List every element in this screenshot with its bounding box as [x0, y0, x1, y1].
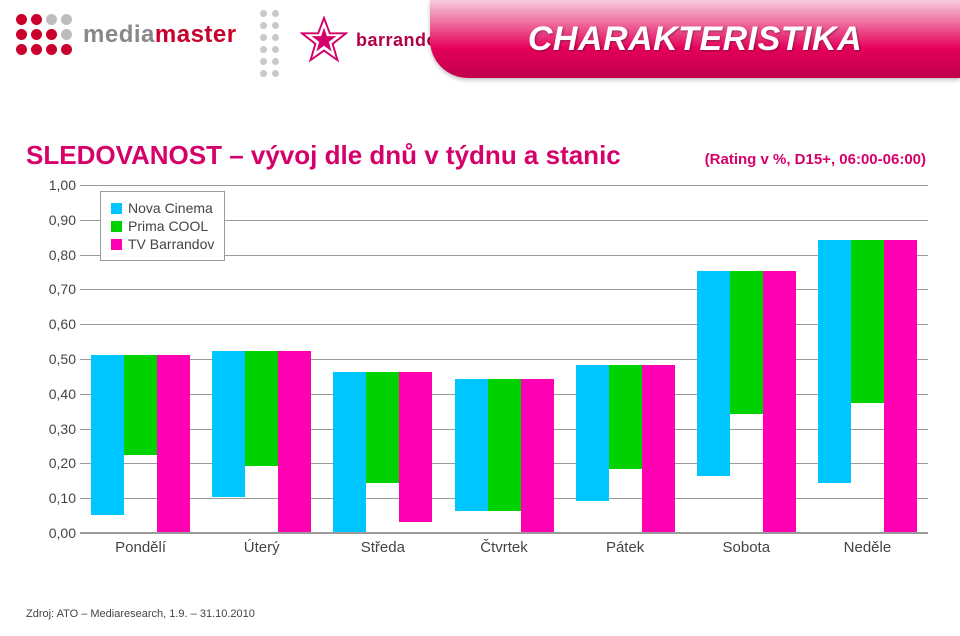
mediamaster-text: mediamaster	[83, 21, 237, 49]
bar	[609, 365, 642, 469]
mediamaster-logo: mediamaster	[16, 14, 237, 56]
y-tick-label: 0,00	[26, 525, 76, 541]
legend-label: TV Barrandov	[128, 236, 214, 252]
y-axis: 0,000,100,200,300,400,500,600,700,800,90…	[26, 185, 80, 533]
bar	[366, 372, 399, 483]
y-tick-label: 0,10	[26, 490, 76, 506]
bar	[576, 365, 609, 501]
y-tick-label: 0,80	[26, 247, 76, 263]
y-tick-label: 0,30	[26, 421, 76, 437]
x-axis: PondělíÚterýStředaČtvrtekPátekSobotaNedě…	[80, 533, 928, 565]
bar	[399, 372, 432, 522]
mediamaster-dots-icon	[16, 14, 73, 56]
legend-item: Prima COOL	[111, 218, 214, 234]
gridline	[80, 359, 928, 360]
banner: CHARAKTERISTIKA	[430, 0, 960, 78]
legend-swatch	[111, 221, 122, 232]
bar	[212, 351, 245, 497]
star-icon	[300, 16, 348, 64]
main: SLEDOVANOST – vývoj dle dnů v týdnu a st…	[26, 140, 934, 565]
gridline	[80, 185, 928, 186]
legend: Nova Cinema Prima COOL TV Barrandov	[100, 191, 225, 261]
bar	[278, 351, 311, 532]
title-row: SLEDOVANOST – vývoj dle dnů v týdnu a st…	[26, 140, 934, 171]
y-tick-label: 0,70	[26, 281, 76, 297]
x-tick-label: Úterý	[202, 539, 322, 565]
bar-group	[455, 379, 554, 532]
bar-group	[333, 372, 432, 532]
legend-swatch	[111, 203, 122, 214]
y-tick-label: 1,00	[26, 177, 76, 193]
gridline	[80, 324, 928, 325]
bar	[730, 271, 763, 414]
bar-group	[818, 240, 917, 532]
bar	[818, 240, 851, 484]
bar	[851, 240, 884, 404]
legend-item: TV Barrandov	[111, 236, 214, 252]
barrandov-logo: barrandov	[300, 16, 449, 64]
y-tick-label: 0,60	[26, 316, 76, 332]
x-tick-label: Sobota	[686, 539, 806, 565]
chart-title: SLEDOVANOST – vývoj dle dnů v týdnu a st…	[26, 140, 621, 171]
bar	[763, 271, 796, 532]
bar	[124, 355, 157, 456]
legend-label: Nova Cinema	[128, 200, 213, 216]
y-tick-label: 0,50	[26, 351, 76, 367]
bar	[488, 379, 521, 511]
gridline	[80, 289, 928, 290]
x-tick-label: Pátek	[565, 539, 685, 565]
bar	[91, 355, 124, 515]
chart-subtitle: (Rating v %, D15+, 06:00-06:00)	[705, 151, 926, 168]
y-tick-label: 0,20	[26, 455, 76, 471]
x-tick-label: Pondělí	[81, 539, 201, 565]
bar	[455, 379, 488, 511]
bar-chart: 0,00 0,10 0,20 0,30 0,40 0,50 0,60 0,70 0,80 0,90…	[26, 185, 934, 565]
bar-group	[91, 355, 190, 532]
bar	[521, 379, 554, 532]
legend-item: Nova Cinema	[111, 200, 214, 216]
x-tick-label: Neděle	[807, 539, 927, 565]
bar	[642, 365, 675, 532]
bar-group	[212, 351, 311, 532]
bar	[157, 355, 190, 532]
bar-group	[576, 365, 675, 532]
bar	[245, 351, 278, 466]
x-tick-label: Středa	[323, 539, 443, 565]
y-tick-label: 0,90	[26, 212, 76, 228]
legend-swatch	[111, 239, 122, 250]
y-tick-label: 0,40	[26, 386, 76, 402]
separator-dots-icon	[260, 10, 281, 79]
bar-group	[697, 271, 796, 532]
header: mediamaster barrandov CHARAKTERISTIKA	[0, 0, 960, 100]
x-tick-label: Čtvrtek	[444, 539, 564, 565]
bar	[884, 240, 917, 532]
bar	[697, 271, 730, 476]
legend-label: Prima COOL	[128, 218, 208, 234]
bar	[333, 372, 366, 532]
source-text: Zdroj: ATO – Mediaresearch, 1.9. – 31.10…	[26, 608, 255, 620]
banner-text: CHARAKTERISTIKA	[528, 20, 862, 59]
